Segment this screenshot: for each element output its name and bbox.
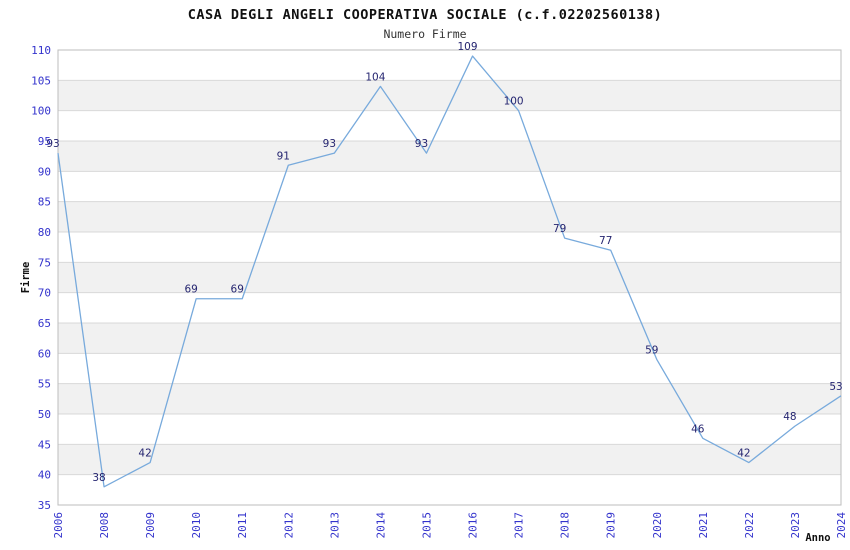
y-tick-label: 80	[38, 226, 51, 239]
y-tick-label: 60	[38, 347, 51, 360]
x-tick-label: 2022	[743, 512, 756, 539]
data-point-label: 69	[184, 284, 197, 296]
x-tick-label: 2017	[513, 512, 526, 539]
y-tick-label: 75	[38, 256, 51, 269]
data-line	[57, 55, 842, 488]
x-tick-label: 2024	[835, 512, 848, 539]
plot-band	[58, 262, 841, 293]
plot-band	[58, 414, 841, 445]
data-point-label: 93	[415, 138, 428, 150]
chart-title: CASA DEGLI ANGELI COOPERATIVA SOCIALE (c…	[187, 7, 663, 23]
x-tick-label: 2020	[651, 512, 664, 539]
x-tick-label: 2018	[559, 512, 572, 539]
plot-band	[58, 292, 841, 323]
plot-band	[58, 353, 841, 384]
plot-band	[58, 201, 841, 232]
data-point-label: 109	[458, 41, 478, 53]
x-tick-label: 2019	[605, 512, 618, 539]
plot-band	[58, 323, 841, 354]
plot-band	[58, 141, 841, 172]
data-point-label: 48	[783, 411, 796, 423]
y-tick-label: 65	[38, 317, 51, 330]
plot-band	[58, 474, 841, 505]
x-tick-label: 2015	[420, 512, 433, 539]
x-tick-label: 2021	[697, 512, 710, 539]
y-tick-label: 85	[38, 196, 51, 209]
data-point-label: 46	[691, 423, 705, 435]
data-point-label: 93	[46, 138, 59, 150]
x-tick-label: 2012	[282, 512, 295, 539]
data-point-label: 104	[365, 71, 385, 83]
x-tick-label: 2009	[144, 512, 157, 539]
y-tick-label: 70	[38, 287, 51, 300]
y-tick-label: 55	[38, 378, 51, 391]
data-point-label: 93	[323, 138, 336, 150]
x-tick-label: 2006	[52, 512, 65, 539]
x-tick-label: 2008	[98, 512, 111, 539]
y-tick-label: 110	[31, 44, 51, 57]
data-point-label: 53	[829, 381, 842, 393]
plot-band	[58, 444, 841, 475]
x-axis-title: Anno	[805, 532, 830, 544]
x-tick-label: 2011	[236, 512, 249, 539]
y-tick-label: 105	[31, 74, 51, 87]
plot-band	[58, 383, 841, 414]
plot-band	[58, 110, 841, 141]
y-tick-label: 35	[38, 499, 51, 512]
y-tick-label: 90	[38, 165, 51, 178]
data-point-label: 77	[599, 235, 612, 247]
x-tick-label: 2013	[328, 512, 341, 539]
y-tick-label: 50	[38, 408, 51, 421]
data-point-label: 42	[737, 448, 750, 460]
plot-band	[58, 171, 841, 202]
x-tick-label: 2016	[467, 512, 480, 539]
plot-band	[58, 232, 841, 263]
y-tick-label: 95	[38, 135, 51, 148]
x-tick-label: 2014	[374, 512, 387, 539]
data-point-label: 91	[277, 150, 290, 162]
y-tick-label: 45	[38, 438, 51, 451]
plot-band	[58, 80, 841, 111]
x-tick-label: 2023	[789, 512, 802, 539]
data-point-label: 42	[138, 448, 151, 460]
data-point-label: 69	[231, 284, 244, 296]
y-axis-title: Firme	[20, 262, 32, 294]
y-tick-label: 100	[31, 105, 51, 118]
plot-border	[57, 49, 842, 506]
x-tick-label: 2010	[190, 512, 203, 539]
data-point-label: 59	[645, 344, 658, 356]
data-point-label: 79	[553, 223, 566, 235]
y-tick-label: 40	[38, 469, 51, 482]
data-point-label: 100	[504, 96, 524, 108]
plot-band	[58, 50, 841, 81]
chart-subtitle: Numero Firme	[383, 27, 467, 41]
data-point-label: 38	[92, 472, 105, 484]
